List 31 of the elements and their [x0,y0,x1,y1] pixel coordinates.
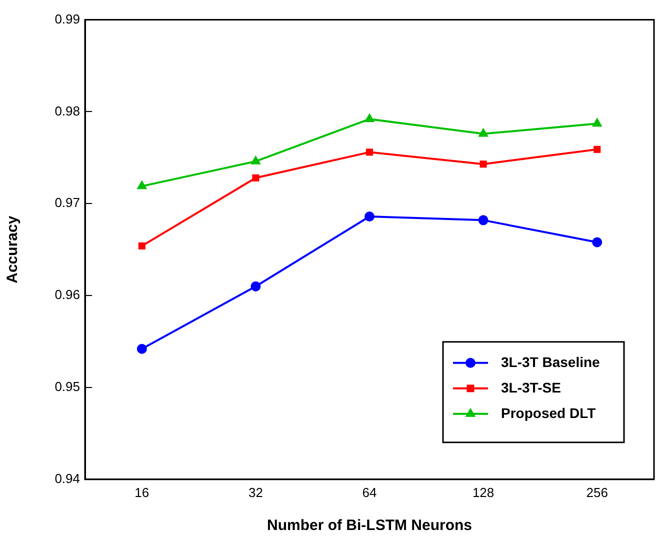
y-tick-label: 0.97 [54,195,80,210]
y-tick-label: 0.96 [54,287,80,302]
point [366,148,374,156]
point [364,113,375,122]
x-axis-title: Number of Bi-LSTM Neurons [267,517,472,534]
point [136,344,147,354]
x-tick-label: 64 [362,484,377,500]
x-tick-label: 32 [248,484,263,500]
point [252,174,260,182]
point [592,118,602,127]
point [478,215,488,226]
legend-label: 3L-3T-SE [501,379,561,396]
point [136,180,148,190]
legend-label: 3L-3T Baseline [501,354,600,370]
point [594,146,601,153]
y-tick-label: 0.95 [54,379,80,394]
y-axis-title: Accuracy [4,215,22,284]
point [592,237,602,248]
legend-label: Proposed DLT [501,404,596,421]
x-tick-label: 256 [586,484,608,500]
point [250,281,261,292]
y-tick-label: 0.99 [54,11,80,26]
x-tick-label: 16 [134,484,150,500]
point [250,155,261,164]
point [364,212,374,222]
point [138,242,146,250]
point [480,160,487,168]
y-tick-label: 0.98 [54,103,80,118]
y-tick-label: 0.94 [54,470,80,486]
point [478,128,488,137]
x-tick-label: 128 [472,484,494,500]
